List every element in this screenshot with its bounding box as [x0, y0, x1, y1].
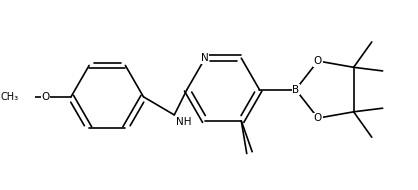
Text: O: O — [41, 92, 50, 102]
Text: O: O — [314, 56, 322, 66]
Text: B: B — [292, 85, 299, 95]
Text: N: N — [201, 53, 209, 63]
Text: CH₃: CH₃ — [0, 92, 18, 102]
Text: O: O — [314, 113, 322, 123]
Text: NH: NH — [176, 117, 191, 127]
